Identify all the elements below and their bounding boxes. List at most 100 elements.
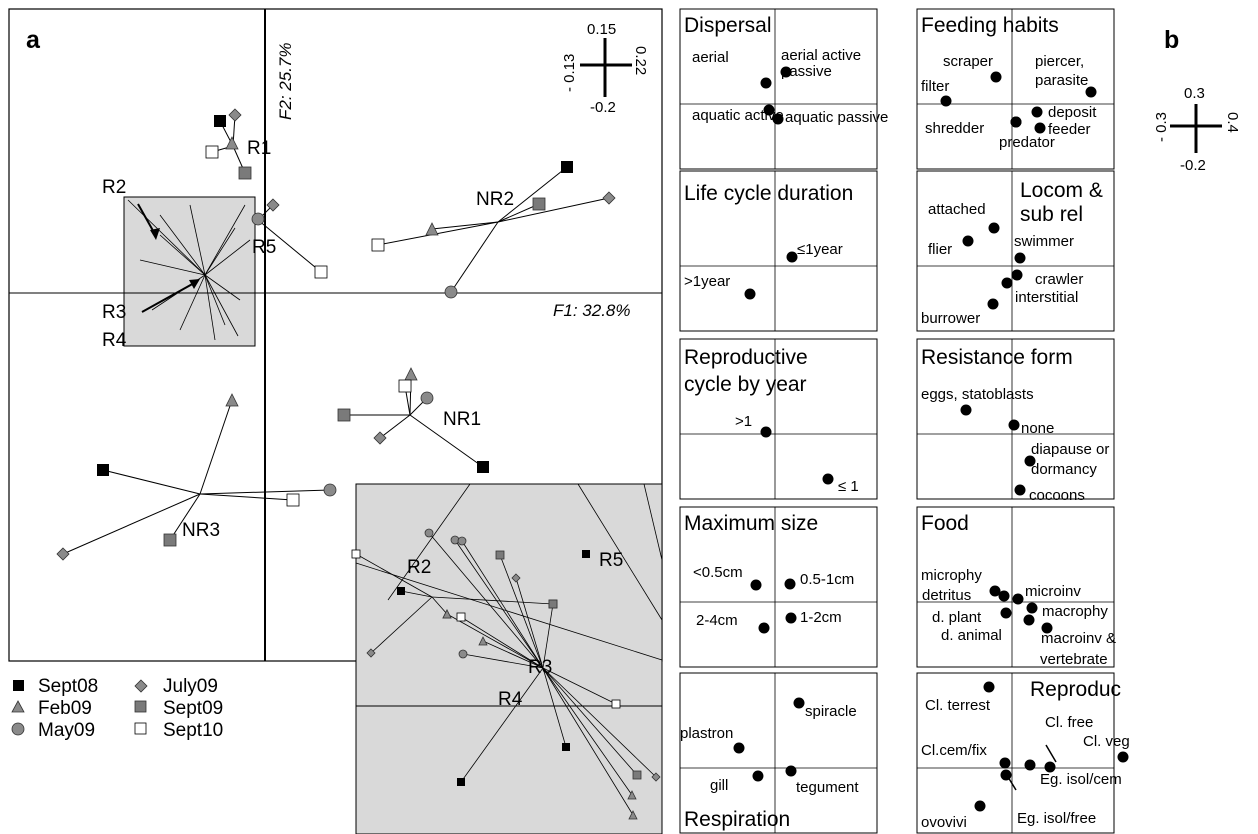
- trait-panel-frame: [916, 170, 1115, 332]
- trait-point: [940, 95, 952, 107]
- panel-a: a F1: 32.8% F2: 25.7% 0.15 -0.2 - 0.13 0…: [8, 8, 663, 662]
- inset-r2-spoke: [355, 553, 433, 598]
- trait-label: Cl. free: [1045, 714, 1093, 731]
- inset-r3-marker: [628, 810, 638, 820]
- trait-point: [1014, 252, 1026, 264]
- label-r5: R5: [252, 237, 276, 258]
- trait-point: [1000, 607, 1012, 619]
- trait-point: [1034, 122, 1046, 134]
- nr1-marker: [398, 379, 412, 393]
- trait-title: Resistance form: [921, 346, 1073, 369]
- trait-label: predator: [999, 134, 1055, 151]
- trait-label: cocoons: [1029, 487, 1085, 504]
- trait-panel-frame: [679, 672, 878, 834]
- inset-r3-marker: [424, 528, 434, 538]
- nr3-spoke: [169, 493, 201, 541]
- trait-label: tegument: [796, 779, 859, 796]
- inset-r2-marker: [548, 599, 558, 609]
- trait-label: microphy: [921, 567, 982, 584]
- nr2-marker: [561, 161, 573, 173]
- legend-marker-sept08: [13, 680, 24, 691]
- cluster-line: [159, 214, 206, 276]
- trait-label: d. animal: [941, 627, 1002, 644]
- inset-r3-marker: [627, 790, 637, 800]
- nr3-spoke: [199, 489, 331, 495]
- legend-marker-sept10: [134, 722, 147, 735]
- trait-panel-frame: [679, 338, 878, 500]
- trait-point: [999, 757, 1011, 769]
- label-nr2: NR2: [476, 189, 514, 210]
- trait-label: microinv: [1025, 583, 1081, 600]
- trait-point: [1012, 593, 1024, 605]
- cluster-line: [139, 259, 206, 276]
- inset-r3-spoke: [515, 577, 544, 669]
- nr2-marker: [371, 238, 385, 252]
- trait-panel: Food microphy detritus microinv d. plant macr…: [916, 506, 1116, 668]
- inset-background-line: [643, 483, 663, 561]
- label-nr3: NR3: [182, 520, 220, 541]
- nr2-spoke: [497, 197, 610, 223]
- inset-r3-spoke: [542, 667, 634, 816]
- inset-r3-spoke: [462, 653, 544, 669]
- trait-label: Cl. veg: [1083, 733, 1130, 750]
- r1-marker: [214, 115, 226, 127]
- trait-point: [758, 622, 770, 634]
- trait-title: Feeding habits: [921, 14, 1059, 37]
- inset-r3-marker: [478, 636, 488, 646]
- nr3-spoke: [199, 399, 233, 495]
- inset-r3-spoke: [542, 667, 567, 748]
- trait-panel: Maximum size <0.5cm 0.5-1cm 2-4cm 1-2cm: [679, 506, 878, 668]
- trait-label: Cl. terrest: [925, 697, 991, 714]
- trait-point: [772, 113, 784, 125]
- cluster-line: [204, 239, 251, 276]
- nr3-marker: [286, 493, 300, 507]
- inset-r2-marker: [442, 609, 452, 619]
- inset-r3-marker: [456, 612, 466, 622]
- inset-background-line: [387, 483, 471, 601]
- inset-label-r5: R5: [599, 550, 623, 571]
- trait-point: [786, 251, 798, 263]
- trait-panel: Reproduc Cl. terrest Cl. free Cl. veg Cl.cem…: [916, 672, 1130, 834]
- inset-r3-spoke: [454, 539, 544, 669]
- trait-panel: Reproductive cycle by year >1 ≤ 1: [679, 338, 878, 500]
- trait-title: Reproduc: [1030, 678, 1121, 701]
- trait-label: shredder: [925, 120, 984, 137]
- r5-marker: [266, 198, 280, 212]
- cluster-line: [179, 274, 206, 331]
- trait-panel: Resistance form eggs, statoblasts none diap…: [916, 338, 1115, 504]
- trait-label: piercer,: [1035, 53, 1084, 70]
- trait-label: >1year: [684, 273, 730, 290]
- trait-label: aerial: [692, 49, 729, 66]
- trait-label: crawler: [1035, 271, 1083, 288]
- trait-label: burrower: [921, 310, 980, 327]
- legend: Sept08 July09 Feb09 Sept09 May09 Sept10: [11, 676, 223, 741]
- r1-marker: [238, 166, 252, 180]
- trait-label: ovovivi: [921, 814, 967, 831]
- nr3-spoke: [102, 469, 201, 495]
- trait-panel-frame: [679, 8, 878, 170]
- trait-panel-frame: [916, 672, 1115, 834]
- trait-panel-frame: [916, 506, 1115, 668]
- scale-b-left: - 0.3: [1153, 112, 1170, 142]
- scale-left: - 0.13: [561, 54, 578, 92]
- trait-point: [785, 765, 797, 777]
- trait-point: [962, 235, 974, 247]
- legend-label-sept09: Sept09: [163, 698, 223, 719]
- trait-title: Dispersal: [684, 14, 772, 37]
- trait-label: Eg. isol/cem: [1040, 771, 1122, 788]
- inset-markers: [351, 528, 661, 820]
- label-r1: R1: [247, 138, 271, 159]
- inset-r3-spoke: [499, 554, 544, 669]
- trait-point: [744, 288, 756, 300]
- trait-point: [1024, 455, 1036, 467]
- trait-label: passive: [781, 63, 832, 80]
- trait-label: swimmer: [1014, 233, 1074, 250]
- trait-label: filter: [921, 78, 949, 95]
- nr3-spoke: [62, 493, 201, 555]
- inset-zoom: R2 R3 R4 R5: [351, 483, 663, 834]
- trait-label: 2-4cm: [696, 612, 738, 629]
- trait-point: [760, 77, 772, 89]
- trait-label: feeder: [1048, 121, 1091, 138]
- trait-point: [998, 590, 1010, 602]
